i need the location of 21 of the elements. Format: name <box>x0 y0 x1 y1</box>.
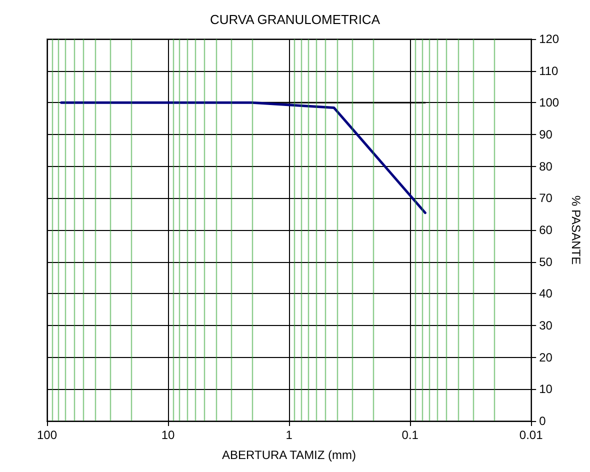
x-axis-title: ABERTURA TAMIZ (mm) <box>222 448 356 462</box>
y-tick-label: 120 <box>539 32 560 46</box>
x-tick-label: 10 <box>161 428 176 442</box>
y-tick-label: 10 <box>539 382 553 396</box>
y-tick-label: 70 <box>539 191 553 206</box>
y-tick-label: 0 <box>539 414 546 428</box>
chart-title: CURVA GRANULOMETRICA <box>210 12 380 27</box>
x-tick-label: 1 <box>286 428 293 442</box>
y-tick-label: 60 <box>539 223 553 237</box>
y-tick-label: 110 <box>539 64 559 78</box>
x-tick-label: 0.1 <box>402 428 419 442</box>
y-tick-label: 30 <box>539 318 553 332</box>
x-tick-label: 0.01 <box>519 428 544 442</box>
y-tick-label: 100 <box>539 96 560 110</box>
y-tick-label: 20 <box>539 350 553 364</box>
y-tick-label: 50 <box>539 254 553 269</box>
y-axis-title: % PASANTE <box>569 195 583 265</box>
y-tick-label: 80 <box>539 159 553 174</box>
y-tick-label: 90 <box>539 128 553 142</box>
y-tick-label: 40 <box>539 286 553 301</box>
x-tick-label: 100 <box>36 428 58 442</box>
